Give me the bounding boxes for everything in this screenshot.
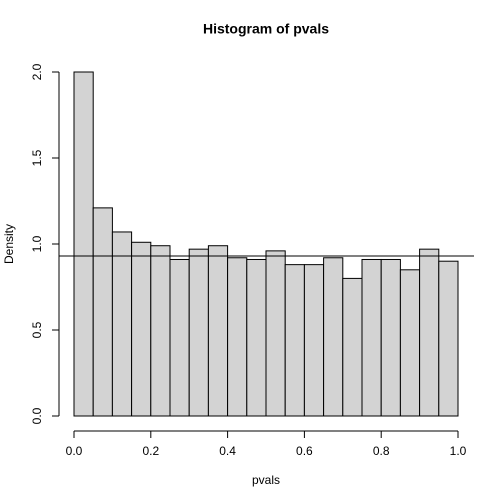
bar bbox=[323, 257, 344, 417]
bar bbox=[207, 245, 229, 417]
bar bbox=[150, 245, 171, 417]
bar bbox=[265, 250, 286, 417]
x-tick-label: 0.2 bbox=[142, 444, 159, 458]
bar bbox=[284, 264, 305, 417]
bar bbox=[342, 277, 363, 417]
bar bbox=[111, 231, 133, 417]
bar bbox=[419, 248, 440, 417]
bar bbox=[92, 207, 113, 417]
x-tick-label: 1.0 bbox=[450, 444, 467, 458]
y-tick-label: 0.5 bbox=[30, 321, 44, 338]
x-tick-label: 0.6 bbox=[296, 444, 313, 458]
y-axis-label: Density bbox=[2, 224, 16, 264]
y-tick-label: 1.0 bbox=[30, 235, 44, 252]
bar bbox=[361, 258, 382, 417]
chart-title: Histogram of pvals bbox=[203, 21, 329, 37]
x-axis-label: pvals bbox=[252, 473, 280, 487]
bar bbox=[131, 241, 152, 417]
bar bbox=[303, 264, 325, 417]
bar bbox=[227, 257, 248, 417]
x-tick-label: 0.4 bbox=[219, 444, 236, 458]
y-tick-label: 2.0 bbox=[30, 63, 44, 80]
x-tick-label: 0.8 bbox=[373, 444, 390, 458]
bar bbox=[188, 248, 209, 417]
x-tick-label: 0.0 bbox=[66, 444, 83, 458]
bar bbox=[169, 258, 190, 417]
bar bbox=[399, 269, 421, 417]
bar bbox=[438, 260, 459, 417]
y-tick-label: 1.5 bbox=[30, 149, 44, 166]
bar bbox=[246, 258, 267, 417]
bar bbox=[73, 71, 94, 417]
bar bbox=[380, 258, 401, 417]
y-tick-label: 0.0 bbox=[30, 407, 44, 424]
